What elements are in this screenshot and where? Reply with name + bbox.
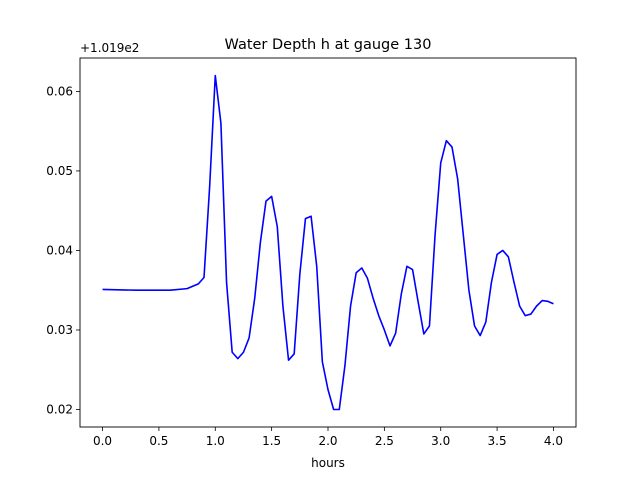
- x-tick-label: 1.0: [206, 434, 225, 448]
- series-line-0: [102, 74, 554, 411]
- x-tick-label: 3.5: [488, 434, 507, 448]
- chart-title: Water Depth h at gauge 130: [225, 37, 432, 53]
- plot-area: 0.0 0.5 1.0 1.5 2.0 2.5 3.0 3.5 4.0 0.02 0.03 0.04 0…: [46, 57, 577, 448]
- x-tick-label: 2.5: [375, 434, 394, 448]
- y-tick-label: 0.03: [46, 323, 73, 337]
- x-tick-label: 2.0: [318, 434, 337, 448]
- x-tick-label: 0.5: [149, 434, 168, 448]
- y-tick-label: 0.02: [46, 403, 73, 417]
- x-tick-label: 4.0: [544, 434, 563, 448]
- x-tick-label: 1.5: [262, 434, 281, 448]
- y-offset-label: +1.019e2: [80, 41, 139, 55]
- y-tick-label: 0.04: [46, 243, 73, 257]
- x-tick-label: 0.0: [93, 434, 112, 448]
- y-tick-label: 0.06: [46, 84, 73, 98]
- x-tick-label: 3.0: [431, 434, 450, 448]
- y-tick-label: 0.05: [46, 164, 73, 178]
- x-axis-label: hours: [311, 456, 345, 470]
